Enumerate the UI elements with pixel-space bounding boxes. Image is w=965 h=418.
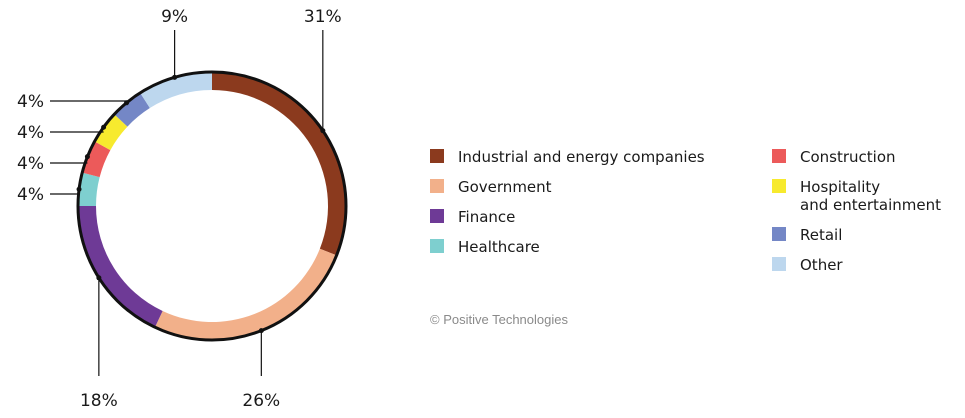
legend-label: Hospitality and entertainment: [800, 178, 941, 214]
legend-swatch: [430, 179, 444, 193]
credit-text: © Positive Technologies: [430, 312, 568, 327]
legend-label: Healthcare: [458, 238, 540, 256]
legend-swatch: [772, 149, 786, 163]
legend-item-industrial: Industrial and energy companies: [430, 148, 705, 166]
leader-dot: [259, 328, 264, 333]
value-label: 4%: [17, 185, 44, 205]
value-label: 4%: [17, 92, 44, 112]
legend-swatch: [772, 227, 786, 241]
legend-label: Retail: [800, 226, 842, 244]
legend-swatch: [430, 239, 444, 253]
value-label: 18%: [80, 391, 118, 411]
legend-item-healthcare: Healthcare: [430, 238, 705, 256]
donut-outline: [78, 72, 346, 340]
legend-item-other: Other: [772, 256, 941, 274]
donut-slice: [212, 73, 345, 255]
leader-dot: [172, 75, 177, 80]
legend-swatch: [772, 257, 786, 271]
legend-item-retail: Retail: [772, 226, 941, 244]
leader-dot: [124, 100, 129, 105]
value-label: 4%: [17, 123, 44, 143]
leader-dot: [96, 275, 101, 280]
legend-label: Other: [800, 256, 843, 274]
legend-label: Finance: [458, 208, 515, 226]
leader-dot: [101, 125, 106, 130]
legend-swatch: [430, 149, 444, 163]
value-label: 31%: [304, 7, 342, 27]
legend-column-1: Industrial and energy companies Governme…: [430, 148, 705, 268]
donut-chart: 31% 26% 18% 4% 4% 4% 4% 9%: [0, 0, 420, 418]
legend-swatch: [772, 179, 786, 193]
value-label: 9%: [161, 7, 188, 27]
value-label: 26%: [242, 391, 280, 411]
legend-item-construction: Construction: [772, 148, 941, 166]
leader-dot: [320, 128, 325, 133]
legend-column-2: Construction Hospitality and entertainme…: [772, 148, 941, 286]
leader-dot: [85, 154, 90, 159]
legend-swatch: [430, 209, 444, 223]
donut-slice: [155, 249, 335, 339]
legend-item-finance: Finance: [430, 208, 705, 226]
legend-label: Government: [458, 178, 552, 196]
legend-item-government: Government: [430, 178, 705, 196]
value-label: 4%: [17, 154, 44, 174]
legend-item-hospitality: Hospitality and entertainment: [772, 178, 941, 214]
leader-dot: [77, 187, 82, 192]
legend-label: Construction: [800, 148, 896, 166]
legend-label: Industrial and energy companies: [458, 148, 705, 166]
